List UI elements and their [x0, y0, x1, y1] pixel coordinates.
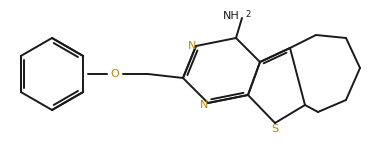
- Text: N: N: [200, 100, 208, 110]
- Text: NH: NH: [223, 11, 240, 21]
- Text: N: N: [188, 41, 196, 51]
- Text: S: S: [271, 124, 279, 134]
- Text: O: O: [111, 69, 119, 79]
- Text: 2: 2: [245, 10, 251, 19]
